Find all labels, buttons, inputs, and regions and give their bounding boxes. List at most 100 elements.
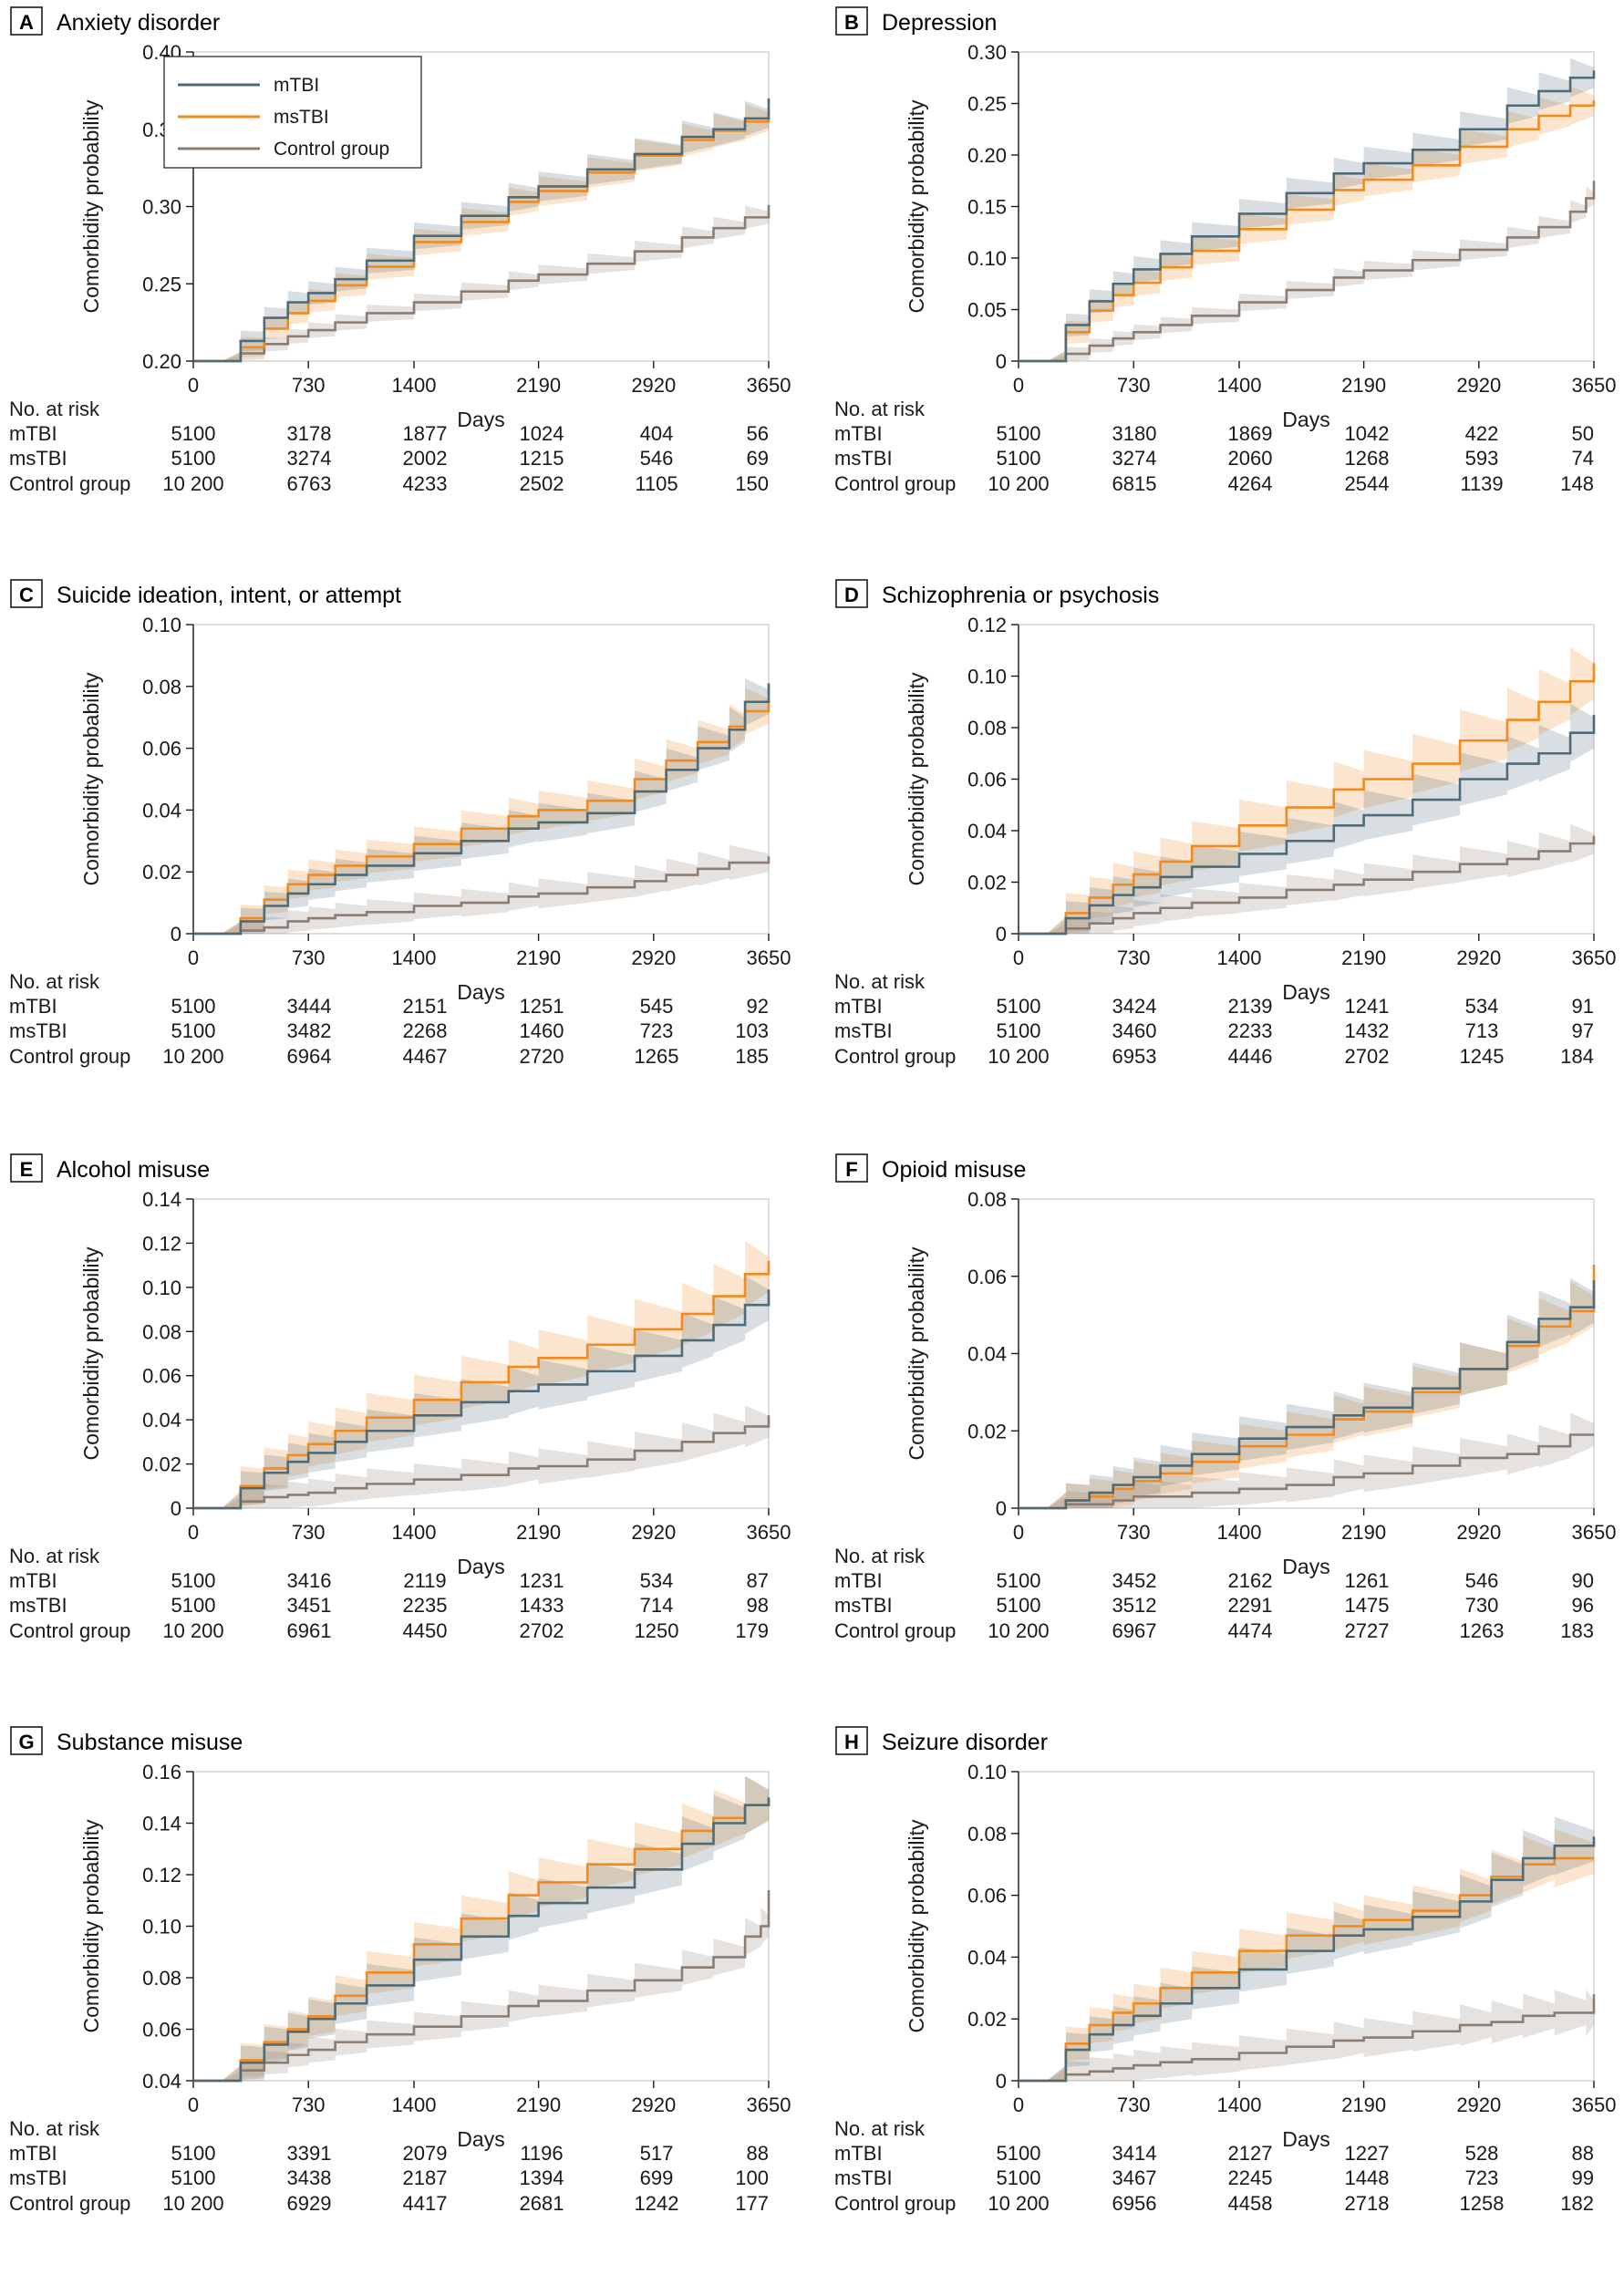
risk-value: 3274 [287,447,332,470]
y-tick-label: 0.10 [142,614,181,636]
series-line-mstbi [1019,1265,1596,1510]
risk-value: 5100 [171,2142,216,2165]
risk-value: 2291 [1228,1594,1273,1617]
y-tick-label: 0.02 [142,861,181,884]
series-line-mstbi [193,1800,771,2083]
risk-value: 56 [747,422,769,445]
risk-value: 546 [640,447,674,470]
risk-header: No. at risk [834,1545,926,1567]
risk-row-label: msTBI [9,1594,67,1617]
chart-title: Seizure disorder [882,1730,1048,1755]
y-tick-label: 0 [996,350,1007,373]
risk-value: 69 [747,447,769,470]
risk-value: 3451 [287,1594,332,1617]
y-tick-label: 0 [171,923,181,946]
chart-title: Substance misuse [57,1730,243,1755]
risk-value: 1475 [1345,1594,1390,1617]
series-line-control [1019,1994,1596,2083]
risk-value: 5100 [997,1594,1041,1617]
panel-f: F Opioid misuse 0 0.02 0.04 0.06 0.08 0 730 1400 2… [825,1147,1624,1712]
y-tick-label: 0.10 [142,1277,181,1299]
legend-label-mstbi: msTBI [274,107,329,128]
risk-value: 5100 [997,1569,1041,1592]
risk-value: 2720 [520,1045,564,1068]
legend-label-control: Control group [274,139,389,160]
y-tick-label: 0.08 [142,1320,181,1343]
y-axis-title: Comorbidity probability [905,1819,928,2032]
panel-letter: B [844,11,859,34]
series-line-mtbi [193,1797,771,2083]
y-tick-label: 0.14 [142,1188,181,1211]
x-axis-title: Days [457,1555,504,1578]
risk-value: 6967 [1112,1619,1157,1642]
x-tick-label: 2920 [1456,946,1501,969]
risk-value: 1245 [1460,1045,1505,1068]
x-tick-label: 1400 [392,1521,437,1544]
risk-value: 1231 [520,1569,564,1592]
series-line-mtbi [1019,714,1596,936]
risk-value: 148 [1560,472,1594,495]
panel-d: D Schizophrenia or psychosis 0 0.02 0.04 0.06… [825,573,1624,1138]
risk-value: 10 200 [988,472,1049,495]
risk-value: 10 200 [162,1045,223,1068]
ci-band-control [1019,815,1594,934]
x-tick-label: 3650 [747,1521,791,1544]
risk-value: 3438 [287,2166,332,2189]
risk-row-label: mTBI [834,2142,883,2165]
chart-title: Depression [882,10,997,36]
risk-value: 1433 [520,1594,564,1617]
risk-row-mtbi: mTBI 5100 3414 2127 1227 528 88 [834,2142,1594,2165]
risk-value: 97 [1572,1019,1594,1042]
y-tick-label: 0.10 [142,1916,181,1939]
risk-value: 183 [1560,1619,1594,1642]
chart-h: H Seizure disorder 0 0.02 0.04 0.06 0.08 0.10 0 7… [834,1726,1617,2215]
risk-value: 5100 [171,1569,216,1592]
ci-band-mtbi [1019,684,1594,934]
x-tick-label: 2920 [1456,2094,1501,2116]
panel-letter: H [844,1731,859,1753]
risk-value: 2127 [1228,2142,1273,2165]
panel-letter-box [835,579,868,608]
x-tick-label: 2190 [1341,1521,1386,1544]
panel-letter: E [20,1158,34,1181]
x-tick-label: 0 [1013,374,1024,397]
series-line-control [193,856,771,936]
y-tick-label: 0.08 [142,676,181,698]
risk-value: 1215 [520,447,564,470]
y-tick-label: 0.06 [967,1266,1007,1288]
risk-value: 74 [1572,447,1594,470]
risk-value: 2002 [403,447,448,470]
risk-value: 2235 [403,1594,448,1617]
panel-h: H Seizure disorder 0 0.02 0.04 0.06 0.08 0.10 0 7… [825,1720,1624,2285]
ci-band-mtbi [1019,52,1594,361]
x-tick-label: 730 [1117,2094,1151,2116]
risk-value: 4450 [403,1619,448,1642]
risk-value: 98 [747,1594,769,1617]
ci-band-mtbi [193,1259,769,1508]
chart-c: C Suicide ideation, intent, or attempt 0 0.… [9,579,791,1068]
risk-value: 1196 [520,2142,563,2165]
panel-e: E Alcohol misuse 0 0.02 0.04 0.06 0.08 0.10 0.12… [0,1147,812,1712]
risk-header: No. at risk [834,970,926,993]
risk-value: 88 [1572,2142,1594,2165]
risk-value: 5100 [997,2166,1041,2189]
x-tick-label: 2190 [516,374,561,397]
risk-value: 2502 [520,472,564,495]
x-tick-label: 2920 [631,374,676,397]
x-tick-label: 3650 [1572,2094,1617,2116]
risk-value: 3444 [287,995,332,1018]
risk-value: 179 [735,1619,769,1642]
x-tick-label: 730 [292,374,326,397]
risk-row-label: msTBI [834,2166,893,2189]
y-tick-label: 0.08 [967,717,1007,739]
x-tick-label: 3650 [747,946,791,969]
risk-row-label: Control group [9,472,130,495]
y-tick-label: 0 [996,1497,1007,1520]
y-tick-label: 0.04 [142,2070,181,2093]
x-tick-label: 2190 [516,946,561,969]
risk-row-mtbi: mTBI 5100 3444 2151 1251 545 92 [9,995,769,1018]
ci-band-mtbi [193,80,769,361]
x-tick-label: 2190 [516,1521,561,1544]
